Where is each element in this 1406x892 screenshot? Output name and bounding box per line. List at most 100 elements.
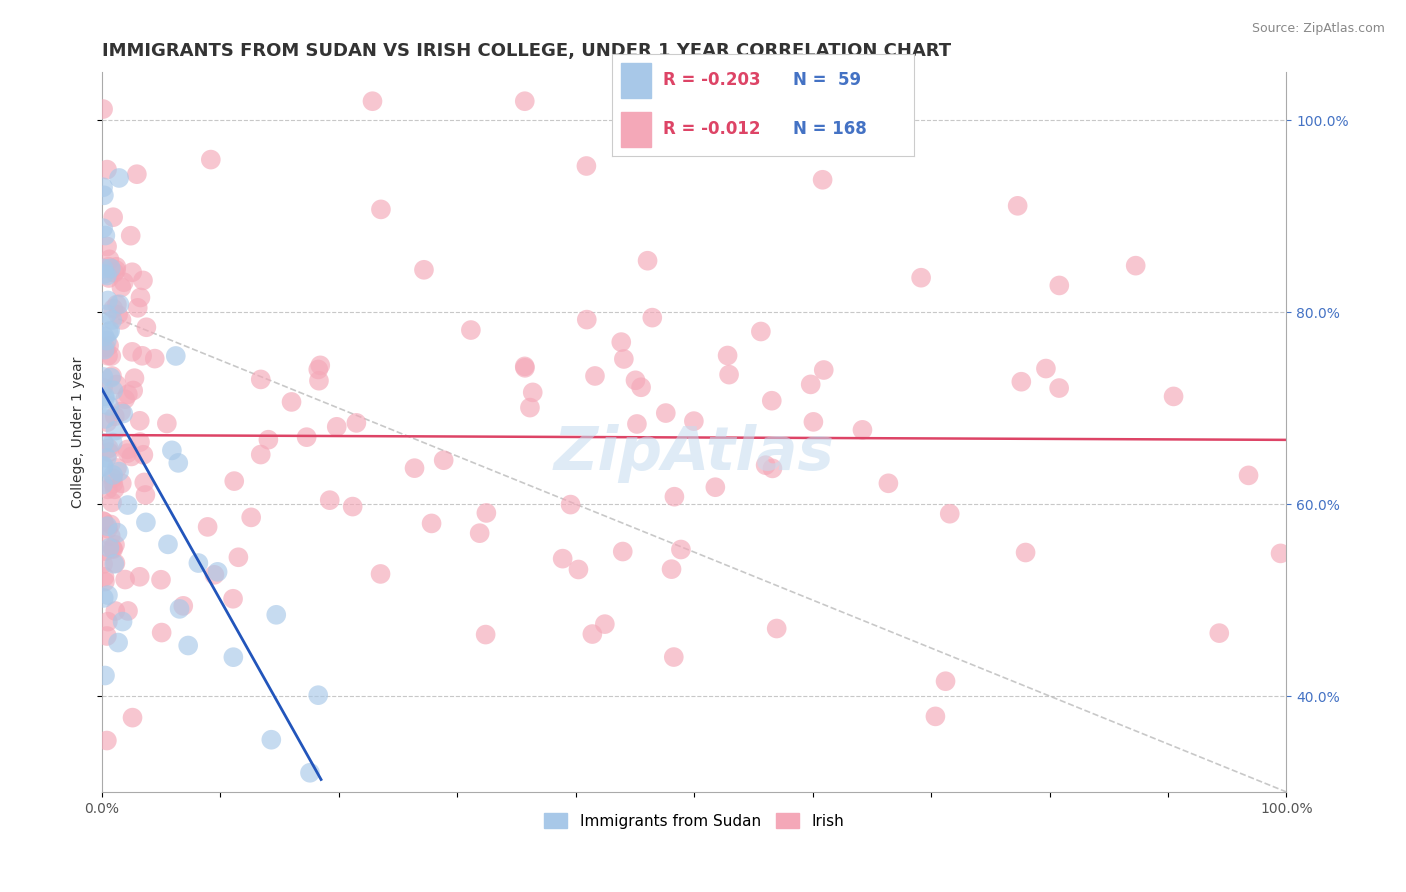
Point — [91, 557, 114, 571]
Point — [143, 351, 166, 366]
Point — [97, 445, 120, 459]
Point — [104, 409, 127, 424]
Point — [100, 349, 122, 363]
Point — [800, 377, 823, 392]
Point — [551, 551, 574, 566]
Point — [101, 435, 124, 450]
Point — [560, 498, 582, 512]
Point — [125, 167, 148, 181]
Point — [610, 335, 633, 350]
Point — [129, 435, 152, 450]
Point — [93, 570, 115, 584]
Text: N =  59: N = 59 — [793, 71, 860, 89]
Point — [97, 588, 120, 602]
Point — [103, 301, 125, 316]
Point — [309, 359, 332, 373]
Point — [101, 369, 124, 384]
Point — [96, 334, 118, 348]
Point — [468, 526, 491, 541]
Point — [98, 324, 121, 338]
Point — [117, 446, 139, 460]
Point — [114, 392, 136, 407]
Point — [474, 627, 496, 641]
Point — [108, 465, 131, 479]
Point — [1014, 545, 1036, 559]
Point — [1237, 468, 1260, 483]
Point — [110, 313, 132, 327]
Text: Source: ZipAtlas.com: Source: ZipAtlas.com — [1251, 22, 1385, 36]
Point — [420, 516, 443, 531]
Point — [404, 461, 426, 475]
Point — [96, 450, 118, 465]
Point — [228, 550, 250, 565]
Point — [112, 275, 135, 289]
Point — [513, 94, 536, 108]
Point — [939, 507, 962, 521]
Point — [96, 733, 118, 747]
Point — [93, 458, 115, 473]
Point — [581, 627, 603, 641]
Point — [765, 622, 787, 636]
Point — [637, 253, 659, 268]
Point — [1007, 199, 1029, 213]
Point — [718, 368, 741, 382]
Point — [117, 498, 139, 512]
Point — [103, 476, 125, 491]
Point — [224, 474, 246, 488]
Point — [626, 417, 648, 431]
Point — [121, 711, 143, 725]
Point — [105, 377, 128, 392]
Point — [624, 373, 647, 387]
Point — [111, 476, 134, 491]
Point — [104, 538, 127, 552]
Point — [755, 458, 778, 472]
Point — [207, 565, 229, 579]
Point — [135, 320, 157, 334]
Point — [567, 562, 589, 576]
Point — [91, 102, 114, 116]
Point — [100, 517, 122, 532]
Point — [96, 415, 118, 429]
Point — [342, 500, 364, 514]
Point — [344, 416, 367, 430]
Point — [110, 404, 132, 418]
Point — [583, 368, 606, 383]
Point — [135, 516, 157, 530]
Point — [169, 602, 191, 616]
Point — [94, 574, 117, 589]
Point — [124, 371, 146, 385]
Point — [187, 556, 209, 570]
Point — [156, 537, 179, 551]
Point — [413, 262, 436, 277]
Point — [100, 370, 122, 384]
Point — [811, 173, 834, 187]
Point — [111, 615, 134, 629]
Point — [91, 514, 114, 528]
Point — [108, 171, 131, 186]
Point — [131, 349, 153, 363]
Point — [104, 556, 127, 570]
Point — [103, 384, 125, 398]
Point — [127, 301, 149, 315]
Point — [132, 448, 155, 462]
Point — [150, 625, 173, 640]
Y-axis label: College, Under 1 year: College, Under 1 year — [72, 357, 86, 508]
Point — [94, 544, 117, 558]
Point — [101, 541, 124, 556]
Point — [101, 211, 124, 225]
Point — [295, 430, 318, 444]
Point — [94, 228, 117, 243]
Point — [121, 344, 143, 359]
Point — [93, 261, 115, 276]
Point — [475, 506, 498, 520]
Point — [98, 252, 121, 267]
Legend: Immigrants from Sudan, Irish: Immigrants from Sudan, Irish — [538, 806, 851, 835]
Point — [307, 688, 329, 702]
Point — [200, 153, 222, 167]
Point — [249, 448, 271, 462]
Point — [93, 343, 115, 357]
Point — [103, 483, 125, 497]
Point — [112, 407, 135, 421]
Point — [97, 293, 120, 308]
Point — [128, 570, 150, 584]
